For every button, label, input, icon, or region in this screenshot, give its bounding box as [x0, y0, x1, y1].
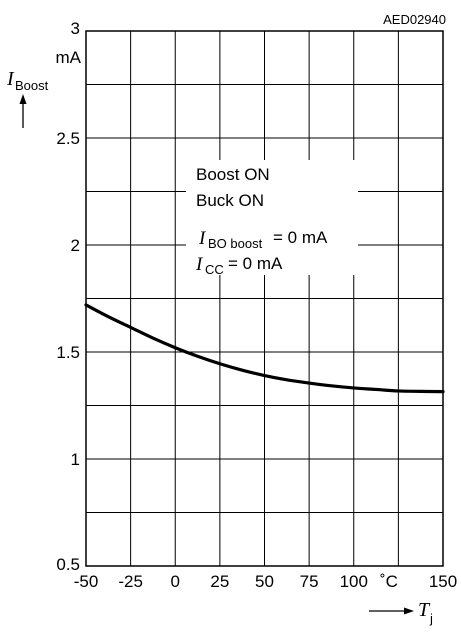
y-unit-label: mA: [56, 48, 82, 67]
y-tick-label: 1: [71, 450, 80, 469]
y-tick-label: 3: [71, 19, 80, 38]
figure-code: AED02940: [383, 12, 446, 27]
grid: [86, 31, 443, 566]
svg-text:BO boost: BO boost: [208, 236, 263, 251]
x-tick-label: 50: [255, 572, 274, 591]
x-tick-label: 150: [429, 572, 457, 591]
y-tick-label: 1.5: [56, 343, 80, 362]
y-axis-arrow: [20, 94, 27, 128]
svg-text:j: j: [429, 611, 433, 626]
x-tick-label: -25: [118, 572, 143, 591]
x-tick-label: 75: [300, 572, 319, 591]
x-axis-label: T j: [418, 599, 433, 626]
svg-text:CC: CC: [205, 262, 224, 277]
x-tick-label: -50: [74, 572, 99, 591]
annotation-boost-on: Boost ON: [196, 165, 270, 184]
x-unit-label: ˚C: [380, 572, 398, 591]
y-tick-label: 2.5: [56, 129, 80, 148]
svg-text:I: I: [6, 68, 15, 90]
svg-text:= 0 mA: = 0 mA: [273, 228, 328, 247]
x-tick-labels: -50 -25 0 25 50 75 100 150: [74, 572, 457, 591]
x-tick-label: 100: [340, 572, 368, 591]
x-tick-label: 0: [171, 572, 180, 591]
x-axis-arrow: [369, 608, 414, 615]
y-tick-labels: 3 2.5 2 1.5 1 0.5: [56, 19, 80, 574]
y-axis-label: I Boost: [6, 68, 49, 93]
x-tick-label: 25: [210, 572, 229, 591]
y-tick-label: 2: [71, 236, 80, 255]
svg-text:= 0 mA: = 0 mA: [228, 254, 283, 273]
annotation-buck-on: Buck ON: [196, 191, 264, 210]
svg-text:Boost: Boost: [15, 78, 49, 93]
y-tick-label: 0.5: [56, 555, 80, 574]
